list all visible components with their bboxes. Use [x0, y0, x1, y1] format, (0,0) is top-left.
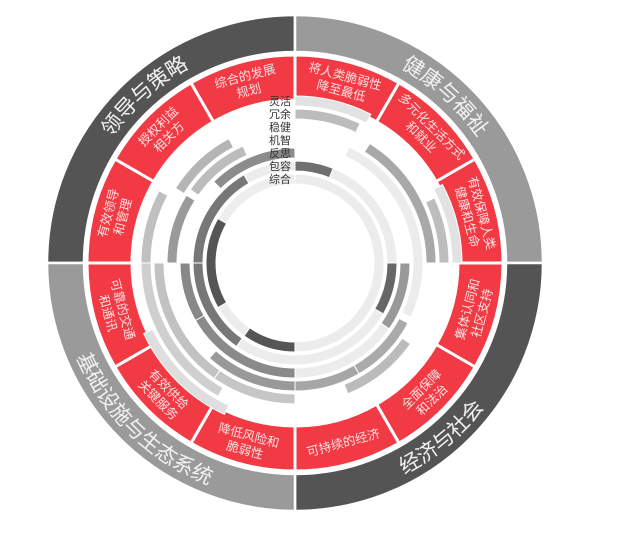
segment-ring: 将人类脆弱性降至最低 多元化生活方式和就业有效保障人类健康和生命集体认同和社区支持…: [85, 53, 505, 473]
quality-arc: [142, 328, 230, 416]
quality-arc: [344, 146, 424, 318]
quality-label: 综合: [269, 172, 291, 186]
quality-arc: [343, 337, 412, 395]
quality-arc: [153, 262, 221, 380]
quadrant-3: [45, 261, 297, 513]
quality-label: 包容: [269, 159, 291, 173]
quality-arc: [140, 190, 169, 264]
quality-label: 反思: [269, 147, 291, 160]
quality-arc: [424, 197, 450, 264]
quality-arc: [294, 108, 361, 134]
quality-arc: [217, 173, 296, 225]
quality-label: 机智: [269, 133, 291, 147]
quality-arc: [243, 160, 296, 185]
quality-arc: [174, 137, 235, 195]
quality-rings: [140, 95, 463, 416]
segment-11: [188, 53, 297, 124]
quality-label: 灵活: [269, 95, 291, 108]
quality-arc: [294, 95, 372, 124]
quality-label: 稳健: [269, 120, 291, 134]
quality-arc: [212, 147, 296, 190]
quality-arc: [189, 145, 248, 197]
quality-arc: [166, 194, 196, 264]
quality-arc: [179, 262, 205, 322]
quality-label: 冗余: [269, 107, 291, 121]
quality-arc: [205, 217, 228, 309]
quality-arc: [363, 142, 437, 264]
quality-arc: [432, 183, 463, 264]
segment-label-line: 规划: [235, 80, 263, 101]
quality-arc: [208, 349, 296, 392]
